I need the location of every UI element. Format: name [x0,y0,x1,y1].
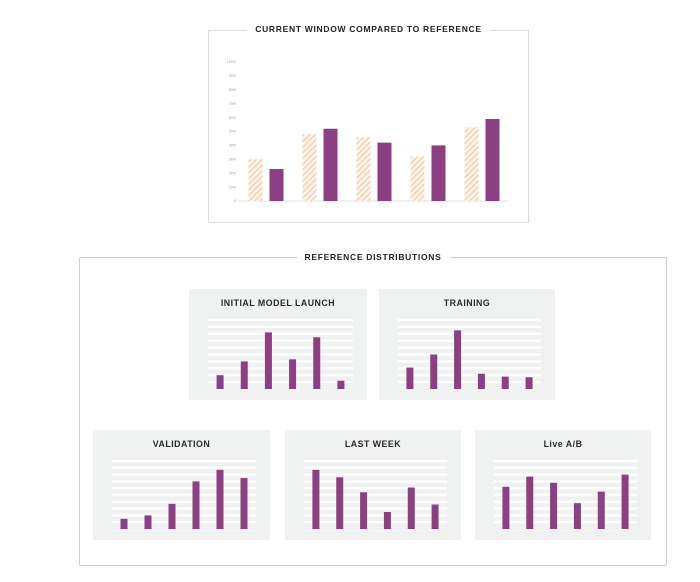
y-tick-label: 40% [229,144,237,148]
current-bar [431,145,446,201]
reference-bar [248,159,263,201]
bar [168,503,176,529]
comparison-chart: 0 10% 20% 30% 40% 50% 60% 70% 80% 90% 100% [227,60,509,203]
bar [240,361,248,389]
reference-title-text: REFERENCE DISTRIBUTIONS [296,252,450,262]
card-title: TRAINING [443,298,491,308]
bar [144,515,152,529]
bar [360,492,368,529]
bar [120,518,128,529]
card-title: INITIAL MODEL LAUNCH [220,298,336,308]
bar [192,481,200,529]
y-tick-label: 60% [229,116,237,120]
bar [454,330,462,389]
y-tick-label: 80% [229,88,237,92]
y-tick-label: 90% [229,74,237,78]
card-live-ab: Live A/B [475,430,651,540]
card-title: Live A/B [543,439,583,449]
mini-chart [494,459,637,531]
bar [621,474,629,529]
y-tick-label: 100% [227,60,237,64]
bar [216,375,224,389]
bar [477,373,485,389]
card-last-week: LAST WEEK [285,430,461,540]
bar [240,478,248,529]
comparison-panel: CURRENT WINDOW COMPARED TO REFERENCE 0 10… [208,24,529,223]
bar [407,487,415,529]
bar [336,477,344,529]
reference-title: REFERENCE DISTRIBUTIONS [80,252,666,262]
bar [502,486,510,529]
y-tick-label: 50% [229,130,237,134]
card-initial-model-launch: INITIAL MODEL LAUNCH [189,289,367,400]
mini-chart [304,459,447,531]
bar [573,503,581,529]
bar [501,376,509,389]
card-training: TRAINING [379,289,555,400]
y-tick-label: 10% [229,185,237,189]
reference-bar [410,156,425,201]
bar [264,332,272,389]
bar [406,367,414,389]
bar [289,359,297,389]
y-tick-label: 20% [229,171,237,175]
bar [216,469,224,529]
current-bar [269,169,284,201]
reference-bar [464,127,479,201]
bar [597,491,605,529]
current-bar [485,118,500,201]
bar [383,512,391,529]
mini-chart [398,318,541,391]
bar [526,476,534,529]
bar [550,482,558,529]
card-title: LAST WEEK [344,439,402,449]
card-validation: VALIDATION [93,430,270,540]
current-bar [323,128,338,201]
comparison-title-text: CURRENT WINDOW COMPARED TO REFERENCE [247,24,490,34]
bar [312,469,320,529]
bar [525,377,533,389]
y-tick-label: 70% [229,102,237,106]
current-bar [377,142,392,201]
reference-bar [302,134,317,201]
bar [313,337,321,389]
reference-bar [356,137,371,201]
comparison-title: CURRENT WINDOW COMPARED TO REFERENCE [209,24,528,34]
bar [337,380,345,389]
reference-panel: REFERENCE DISTRIBUTIONS INITIAL MODEL LA… [79,252,667,566]
card-title: VALIDATION [152,439,211,449]
bar [430,354,438,389]
bar [431,504,439,529]
y-tick-label: 30% [229,158,237,162]
mini-chart [208,318,353,391]
y-tick-label: 0 [234,199,236,203]
mini-chart [112,459,256,531]
